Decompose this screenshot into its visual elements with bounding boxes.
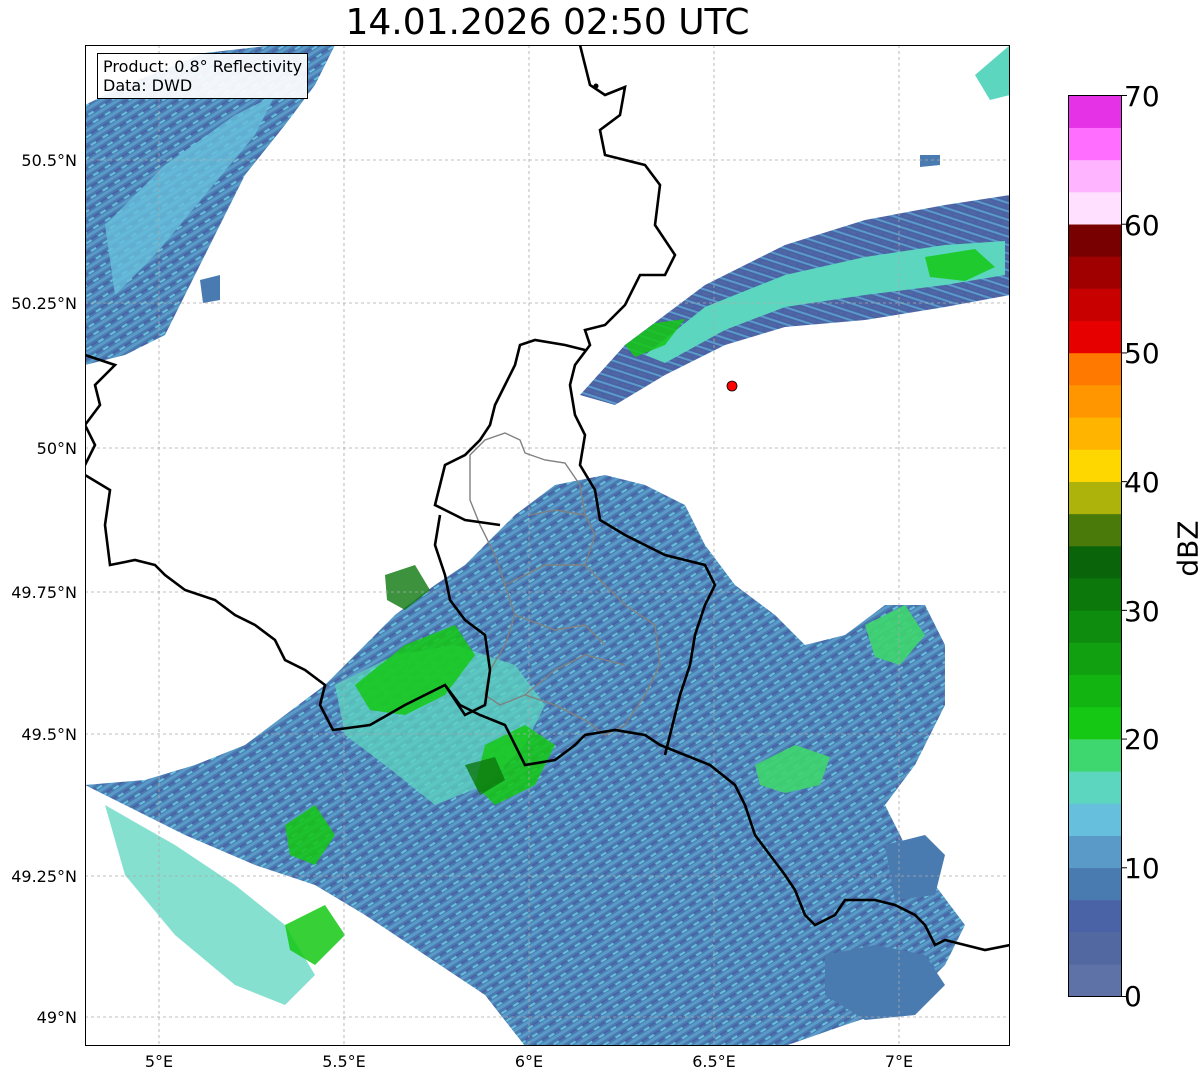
lon-label: 5.5°E	[322, 1052, 366, 1071]
product-line: Product: 0.8° Reflectivity	[103, 57, 303, 76]
colorbar-segment	[1068, 127, 1122, 161]
colorbar-segment	[1068, 192, 1122, 225]
radar-map	[85, 45, 1010, 1046]
colorbar-segment	[1068, 385, 1122, 418]
colorbar-segment	[1068, 771, 1122, 804]
lat-label: 50°N	[36, 439, 77, 458]
data-source-line: Data: DWD	[103, 76, 193, 95]
colorbar-segment	[1068, 320, 1122, 354]
colorbar-segment	[1068, 706, 1122, 740]
echo-southern-green	[285, 625, 555, 965]
colorbar-tick-label: 30	[1124, 595, 1160, 628]
echo-south-east-green	[755, 605, 925, 793]
lat-label: 50.25°N	[11, 294, 77, 313]
echo-northwest-core	[105, 95, 275, 295]
lon-label: 6.5°E	[692, 1052, 736, 1071]
lat-label: 50.5°N	[21, 151, 77, 170]
echo-blob-east	[825, 835, 945, 1020]
colorbar-segment	[1068, 224, 1122, 257]
colorbar-segment	[1068, 578, 1122, 611]
echo-northeast-core	[645, 241, 1005, 363]
echo-northwest-band	[85, 45, 335, 365]
colorbar-unit-label: dBZ	[1171, 520, 1202, 577]
colorbar-segment	[1068, 449, 1122, 482]
colorbar-segment	[1068, 899, 1122, 933]
product-info-box: Product: 0.8° Reflectivity Data: DWD	[97, 53, 309, 99]
national-borders	[85, 45, 1010, 952]
lat-label: 49°N	[36, 1008, 77, 1027]
colorbar-segment	[1068, 642, 1122, 676]
lon-label: 5°E	[144, 1052, 174, 1071]
colorbar-segment	[1068, 417, 1122, 450]
colorbar-tick-label: 60	[1124, 209, 1160, 242]
colorbar-segment	[1068, 546, 1122, 579]
radar-site-marker	[726, 380, 738, 392]
echo-northeast-green	[625, 249, 995, 357]
colorbar-segment	[1068, 803, 1122, 836]
lat-label: 49.75°N	[11, 583, 77, 602]
colorbar-segment	[1068, 835, 1122, 869]
colorbar-tick-label: 50	[1124, 337, 1160, 370]
lon-label: 7°E	[884, 1052, 914, 1071]
map-title: 14.01.2026 02:50 UTC	[345, 2, 750, 43]
lat-label: 49.5°N	[21, 725, 77, 744]
colorbar-segment	[1068, 481, 1122, 515]
colorbar-tick-label: 40	[1124, 466, 1160, 499]
echo-corner-top-right	[975, 45, 1010, 100]
colorbar-segment	[1068, 964, 1122, 997]
colorbar-segment	[1068, 95, 1122, 128]
colorbar-segment	[1068, 867, 1122, 901]
colorbar-segment	[1068, 513, 1122, 547]
graticule	[85, 45, 1010, 1046]
lon-label: 6°E	[514, 1052, 544, 1071]
colorbar-segment	[1068, 610, 1122, 643]
colorbar-segment	[1068, 288, 1122, 322]
colorbar-segment	[1068, 932, 1122, 965]
colorbar	[1068, 95, 1127, 997]
colorbar-segment	[1068, 674, 1122, 708]
echo-southern-darkgreen	[385, 565, 505, 795]
colorbar-segment	[1068, 256, 1122, 289]
colorbar-segment	[1068, 739, 1122, 772]
colorbar-tick-label: 0	[1124, 980, 1142, 1013]
colorbar-segment	[1068, 159, 1122, 193]
colorbar-tick-label: 20	[1124, 723, 1160, 756]
colorbar-segment	[1068, 352, 1122, 386]
city-marker	[593, 83, 599, 89]
echo-southern-cyan	[105, 645, 545, 1005]
regional-borders	[469, 432, 661, 736]
colorbar-tick-label: 70	[1124, 80, 1160, 113]
colorbar-tick-label: 10	[1124, 852, 1160, 885]
lat-label: 49.25°N	[11, 867, 77, 886]
